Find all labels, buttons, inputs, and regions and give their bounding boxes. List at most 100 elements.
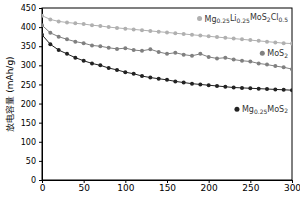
y-axis-title: 放电容量 (mAh/g)	[5, 56, 15, 131]
y-tick-label: 0	[31, 176, 36, 185]
series-marker	[265, 63, 269, 67]
series-marker	[148, 47, 152, 51]
series-marker	[123, 70, 127, 74]
series-marker	[215, 56, 219, 60]
y-axis: 0 50 100 150 200 250 300 350 400 450	[21, 4, 43, 185]
series-marker	[240, 37, 244, 41]
series-marker	[98, 63, 102, 67]
x-tick-label: 150	[159, 183, 176, 193]
x-tick-label: 50	[78, 183, 90, 193]
y-tick-mark	[39, 46, 42, 47]
y-tick: 100	[21, 138, 42, 147]
series-marker	[42, 14, 44, 18]
series-marker	[73, 21, 77, 25]
series-marker	[207, 34, 211, 38]
y-tick-label: 200	[21, 100, 36, 109]
y-tick-mark	[39, 27, 42, 28]
series-marker	[173, 31, 177, 35]
series-marker	[190, 54, 194, 58]
y-tick: 50	[26, 157, 42, 166]
y-tick-label: 250	[21, 81, 36, 90]
x-tick: 50	[78, 180, 90, 193]
x-tick: 250	[242, 180, 259, 193]
chart: 0 50 100 150 200 250 300 0 50 100 150 200 250 300 350 4…	[0, 0, 300, 200]
series-marker	[223, 85, 227, 89]
x-tick: 0	[40, 180, 46, 193]
series-marker	[82, 22, 86, 26]
series-marker	[173, 51, 177, 55]
y-tick-mark	[39, 65, 42, 66]
series-marker	[215, 84, 219, 88]
y-tick: 150	[21, 119, 42, 128]
legend-marker	[197, 16, 202, 21]
series-marker	[73, 56, 77, 60]
series-marker	[182, 32, 186, 36]
series-marker	[57, 19, 61, 23]
series-marker	[207, 55, 211, 59]
series-marker	[273, 40, 277, 44]
y-tick: 200	[21, 100, 42, 109]
legend-marker	[234, 107, 239, 112]
x-tick-label: 0	[40, 183, 46, 193]
series-marker	[73, 40, 77, 44]
series-marker	[198, 82, 202, 86]
series-marker	[165, 52, 169, 56]
series-marker	[232, 58, 236, 62]
x-tick-label: 250	[242, 183, 259, 193]
y-tick-mark	[39, 104, 42, 105]
legend-label: Mg0.25MoS2	[242, 105, 288, 115]
series-marker	[248, 38, 252, 42]
series-marker	[48, 17, 52, 21]
series-marker	[198, 34, 202, 38]
y-tick-label: 50	[26, 157, 36, 166]
series-marker	[282, 65, 286, 69]
series-marker	[173, 79, 177, 83]
series-marker	[240, 59, 244, 63]
series-marker	[107, 25, 111, 29]
series-marker	[82, 41, 86, 45]
series-marker	[282, 41, 286, 45]
series-marker	[257, 87, 261, 91]
series-marker	[48, 31, 52, 35]
legend-entry: Mg0.25MoS2	[234, 105, 288, 115]
y-tick: 250	[21, 81, 42, 90]
series-marker	[123, 27, 127, 31]
y-tick: 450	[21, 4, 42, 13]
series-marker	[223, 36, 227, 40]
y-tick-label: 100	[21, 138, 36, 147]
series-marker	[182, 53, 186, 57]
series-marker	[198, 52, 202, 56]
x-tick: 200	[201, 180, 218, 193]
series-marker	[157, 77, 161, 81]
series-marker	[273, 64, 277, 68]
y-tick-label: 300	[21, 61, 36, 70]
x-tick: 100	[117, 180, 134, 193]
y-tick-mark	[39, 180, 42, 181]
series-marker	[232, 86, 236, 90]
x-tick-label: 300	[284, 183, 300, 193]
x-axis: 0 50 100 150 200 250 300	[40, 180, 300, 193]
y-tick-label: 400	[21, 23, 36, 32]
y-tick-mark	[39, 84, 42, 85]
series-marker	[115, 68, 119, 72]
series-marker	[115, 47, 119, 51]
series-marker	[42, 33, 44, 37]
series-marker	[232, 37, 236, 41]
y-tick: 400	[21, 23, 42, 32]
series-marker	[257, 61, 261, 65]
series-marker	[157, 50, 161, 54]
plot-area	[42, 14, 292, 93]
series-marker	[82, 59, 86, 63]
legend-label: Mg0.25Li0.25MoS2Cl0.5	[205, 13, 289, 25]
y-tick-mark	[39, 142, 42, 143]
y-tick-label: 350	[21, 42, 36, 51]
series-marker	[115, 26, 119, 30]
y-tick-label: 450	[21, 4, 36, 13]
y-tick-mark	[39, 123, 42, 124]
series-marker	[157, 30, 161, 34]
series-line	[42, 35, 292, 90]
x-tick-label: 100	[117, 183, 134, 193]
series-marker	[107, 66, 111, 70]
plot-frame	[42, 8, 292, 180]
legend-marker	[260, 51, 265, 56]
